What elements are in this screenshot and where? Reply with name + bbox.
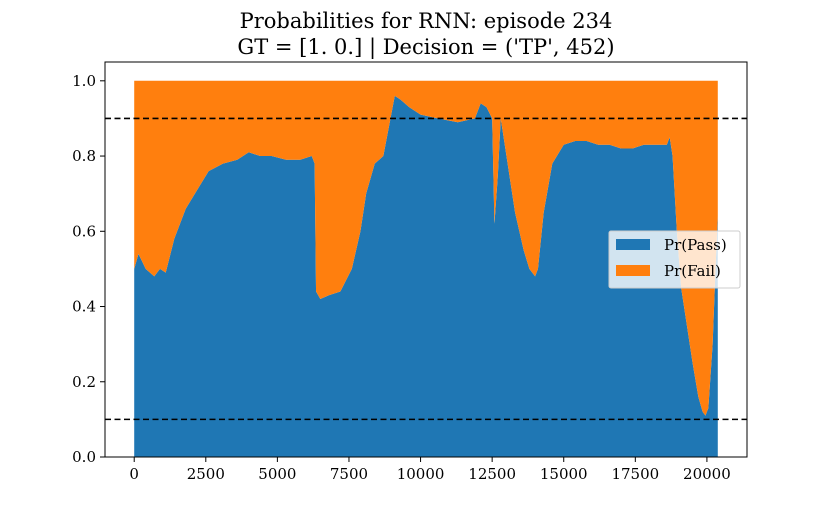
x-tick-label: 15000 <box>540 465 588 483</box>
legend: Pr(Pass) Pr(Fail) <box>608 230 741 289</box>
x-tick-label: 12500 <box>468 465 516 483</box>
legend-swatch-pass <box>616 239 650 250</box>
y-tick-label: 0.2 <box>72 373 96 391</box>
legend-label-fail: Pr(Fail) <box>664 262 721 280</box>
area-pr-fail <box>134 80 718 416</box>
x-tick-label: 17500 <box>611 465 659 483</box>
y-tick-label: 1.0 <box>72 72 96 90</box>
x-tick-label: 7500 <box>330 465 368 483</box>
chart-title: Probabilities for RNN: episode 234 <box>240 9 613 33</box>
x-tick-label: 5000 <box>258 465 296 483</box>
x-tick-label: 0 <box>129 465 139 483</box>
x-tick-label: 10000 <box>397 465 445 483</box>
y-tick-label: 0.0 <box>72 448 96 466</box>
axes-frame <box>104 61 748 458</box>
legend-label-pass: Pr(Pass) <box>664 236 727 254</box>
x-axis: 0 2500 5000 7500 10000 12500 15000 17500 20000 <box>129 457 731 483</box>
area-pr-pass <box>134 95 718 458</box>
x-tick-label: 20000 <box>683 465 731 483</box>
x-tick-label: 2500 <box>187 465 225 483</box>
legend-swatch-fail <box>616 265 650 276</box>
y-tick-label: 0.6 <box>72 222 96 240</box>
chart-subtitle: GT = [1. 0.] | Decision = ('TP', 452) <box>237 35 614 60</box>
y-tick-label: 0.8 <box>72 147 96 165</box>
y-axis: 0.0 0.2 0.4 0.6 0.8 1.0 <box>72 72 105 466</box>
plot-area <box>134 80 718 458</box>
y-tick-label: 0.4 <box>72 298 96 316</box>
threshold-lines <box>105 117 747 421</box>
